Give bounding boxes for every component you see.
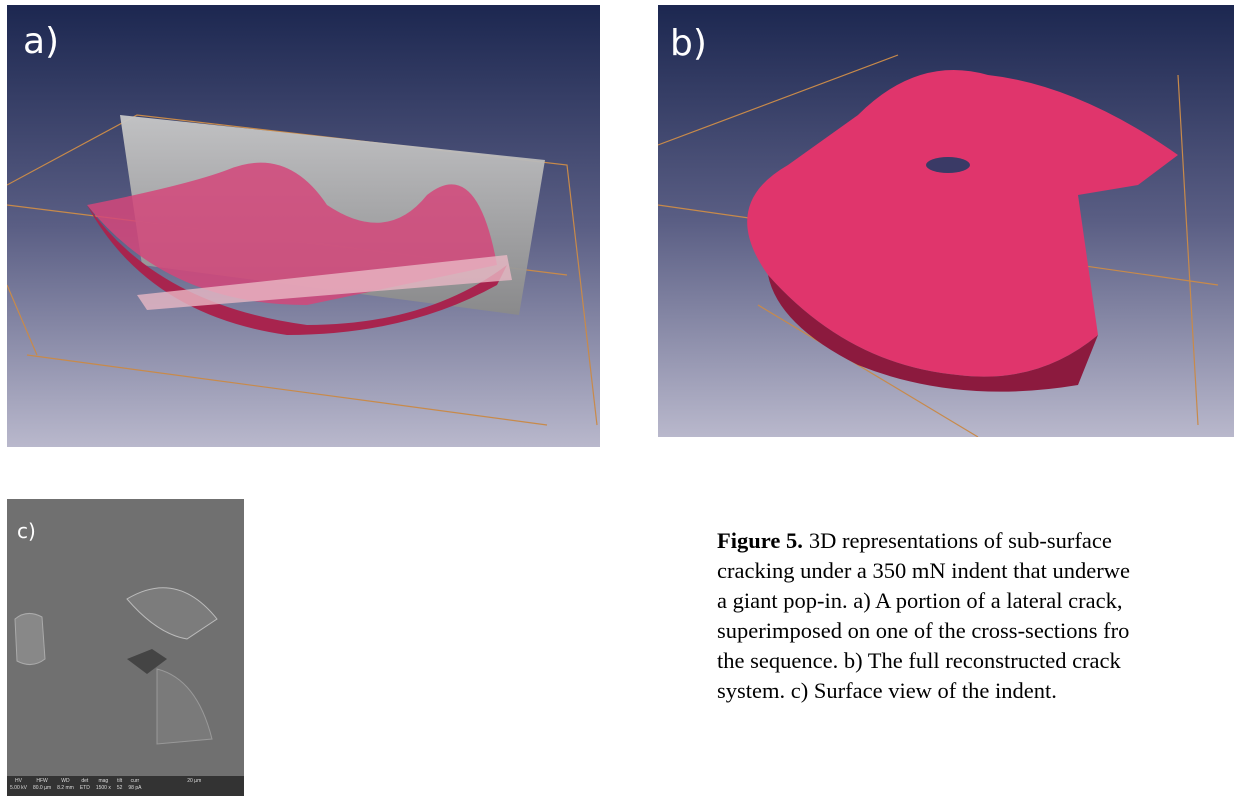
field-name: det xyxy=(80,778,90,785)
field-name: curr xyxy=(128,778,141,785)
panel-label: a) xyxy=(23,21,59,62)
caption-text: system. c) Surface view of the indent. xyxy=(717,678,1057,703)
field-name: HFW xyxy=(33,778,51,785)
caption-text: cracking under a 350 mN indent that unde… xyxy=(717,558,1130,583)
panel-label: c) xyxy=(17,519,36,543)
caption-label: Figure 5. xyxy=(717,528,803,553)
page: a) b) c) HV5.00 kVHFW80.0 µmWD8.2 mmdetE… xyxy=(0,0,1234,796)
caption-line: cracking under a 350 mN indent that unde… xyxy=(717,556,1234,586)
field-value: 52 xyxy=(117,785,123,792)
caption-line: system. c) Surface view of the indent. xyxy=(717,676,1234,706)
caption-text: the sequence. b) The full reconstructed … xyxy=(717,648,1121,673)
caption: Figure 5.3D representations of sub-surfa… xyxy=(717,526,1234,706)
field-value: 98 pA xyxy=(128,785,141,792)
caption-line: a giant pop-in. a) A portion of a latera… xyxy=(717,586,1234,616)
scale-bar: 20 µm xyxy=(144,776,244,796)
caption-line: the sequence. b) The full reconstructed … xyxy=(717,646,1234,676)
field-value: 8.2 mm xyxy=(57,785,74,792)
field-name: tilt xyxy=(117,778,123,785)
caption-line: Figure 5.3D representations of sub-surfa… xyxy=(717,526,1234,556)
field-name: HV xyxy=(10,778,27,785)
panel-a: a) xyxy=(7,5,600,447)
caption-text: superimposed on one of the cross-section… xyxy=(717,618,1129,643)
panel-b: b) xyxy=(658,5,1234,437)
caption-text: 3D representations of sub-surface xyxy=(809,528,1112,553)
render-b xyxy=(658,5,1234,437)
field-name: WD xyxy=(57,778,74,785)
caption-line: superimposed on one of the cross-section… xyxy=(717,616,1234,646)
field-value: 5.00 kV xyxy=(10,785,27,792)
sem-image xyxy=(7,499,244,776)
panel-label: b) xyxy=(670,23,707,64)
field-value: ETD xyxy=(80,785,90,792)
field-value: 1500 x xyxy=(96,785,111,792)
field-value: 80.0 µm xyxy=(33,785,51,792)
field-name: mag xyxy=(96,778,111,785)
render-a xyxy=(7,5,600,447)
caption-text: a giant pop-in. a) A portion of a latera… xyxy=(717,588,1122,613)
